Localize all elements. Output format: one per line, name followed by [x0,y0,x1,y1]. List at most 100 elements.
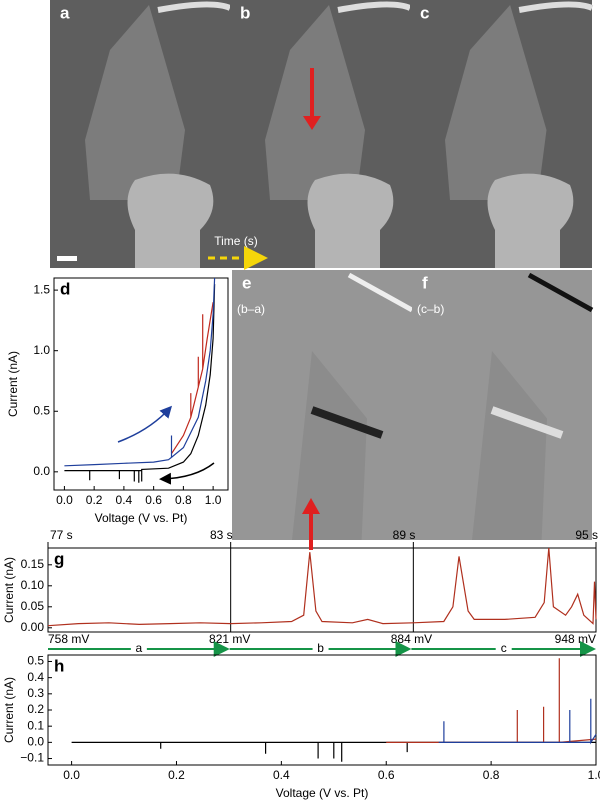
image-panel: b [230,0,412,268]
specimen [265,5,365,200]
image-panel: (c–b) f [412,270,594,540]
x-tick-label: 0.0 [63,768,80,782]
image-panel: (b–a) e [232,270,414,540]
x-tick-label: 83 s [210,528,233,542]
image-panel: a [50,0,232,268]
time-label: Time (s) [214,234,258,248]
edge [157,1,232,13]
sweep-arrow [159,462,215,485]
chart: 0.00 0.05 0.10 0.15 77 s 83 s 89 s 95 s 758 mV 82… [2,528,598,657]
diff-feature [472,351,547,540]
edge [518,1,594,13]
panel-label: d [60,279,70,298]
y-tick-label: 1.5 [33,282,50,296]
segment-label: a [136,641,143,655]
x-tick-label: 95 s [575,528,598,542]
y-tick-label: 0.15 [21,557,45,571]
series-line [47,547,597,627]
y-tick-label: 0.3 [27,686,44,700]
x-tick-label: 0.8 [175,493,192,507]
series-line [438,698,597,745]
x-tick-label: 0.0 [56,493,73,507]
chart: 0.0 0.5 1.0 1.5 0.0 0.2 0.4 0.6 0.8 1.0 Current (n… [6,277,229,525]
sweep-arrow [117,405,173,443]
plot-frame [53,277,229,491]
y-tick-label: 0.5 [27,654,44,668]
series-line [71,741,596,762]
y-axis-label: Current (nA) [2,677,16,743]
segment-label-bg [312,642,329,656]
red-arrow-head [302,498,320,514]
panel-label: c [420,3,429,22]
electrode [307,173,394,268]
panel-label: b [240,3,250,22]
segment-label-bg [495,642,512,656]
segment-label: c [501,641,507,655]
series-line [170,302,214,455]
series-line [64,277,216,467]
x2-tick-label: 948 mV [555,632,596,646]
y-tick-label: 0.5 [33,403,50,417]
x-tick-label: 1.0 [588,768,600,782]
x-tick-label: 77 s [50,528,73,542]
panel-label: g [54,549,64,568]
specimen [85,5,185,200]
x-tick-label: 0.2 [86,493,103,507]
y-tick-label: −0.1 [20,751,44,765]
x-axis-label: Voltage (V vs. Pt) [95,511,188,525]
image-caption: (c–b) [417,302,444,316]
x-tick-label: 89 s [393,528,416,542]
annotations: Time (s) [57,68,321,550]
x2-tick-label: 884 mV [391,632,432,646]
diff-band [490,406,564,439]
panel-label: f [422,273,428,292]
segment-label: b [317,641,324,655]
plot-frame [47,654,597,766]
x-axis-label: Voltage (V vs. Pt) [276,786,369,800]
panel-label: e [242,273,251,292]
series-line [64,284,216,483]
scale-bar [57,256,77,261]
x-tick-label: 0.2 [168,768,185,782]
panel-label: h [54,656,64,675]
electrode [487,173,574,268]
diff-band [310,406,384,439]
x-tick-label: 1.0 [205,493,222,507]
electrode [127,173,214,268]
plot-frame [47,547,597,633]
y-tick-label: 0.1 [27,718,44,732]
diff-feature [292,351,367,540]
image-panels: a b c (b–a) e (c–b) f [50,0,594,540]
chart: −0.1 0.0 0.1 0.2 0.3 0.4 0.5 0.0 0.2 0.4 0.6 0.8 1.0… [2,654,600,801]
y-tick-label: 0.0 [33,464,50,478]
x-tick-label: 0.6 [145,493,162,507]
series-line [386,658,597,744]
segment-label-bg [130,642,147,656]
image-caption: (b–a) [237,302,265,316]
charts: 0.0 0.5 1.0 1.5 0.0 0.2 0.4 0.6 0.8 1.0 Current (n… [2,277,600,801]
y-tick-label: 0.0 [27,735,44,749]
diff-edge [527,272,594,313]
diff-edge [347,272,414,313]
y-tick-label: 0.2 [27,702,44,716]
x-tick-label: 0.4 [116,493,133,507]
y-axis-label: Current (nA) [6,351,20,417]
x2-tick-label: 758 mV [48,632,89,646]
x-tick-label: 0.4 [273,768,290,782]
y-tick-label: 0.05 [21,599,45,613]
panel-label: a [60,3,70,22]
y-axis-label: Current (nA) [2,557,16,623]
y-tick-label: 1.0 [33,343,50,357]
x-tick-label: 0.8 [483,768,500,782]
image-panel: c [410,0,594,268]
x2-tick-label: 821 mV [209,632,250,646]
specimen [445,5,547,200]
edge [337,1,412,13]
y-tick-label: 0.00 [21,620,45,634]
red-arrow-head [303,116,321,130]
x-tick-label: 0.6 [378,768,395,782]
y-tick-label: 0.10 [21,578,45,592]
y-tick-label: 0.4 [27,670,44,684]
